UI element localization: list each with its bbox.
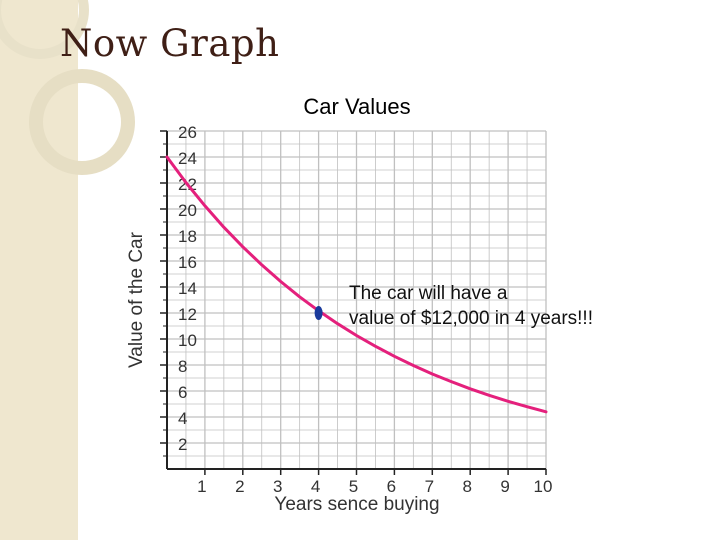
x-tick-label: 9 <box>500 477 509 496</box>
y-tick-label: 24 <box>178 149 197 168</box>
x-tick-label: 4 <box>311 477 320 496</box>
y-tick-label: 6 <box>178 383 187 402</box>
accent-strip <box>0 0 78 540</box>
y-tick-label: 2 <box>178 435 187 454</box>
y-tick-label: 18 <box>178 227 197 246</box>
highlight-point <box>314 306 323 320</box>
x-axis-label: Years sence buying <box>274 494 439 515</box>
x-tick-label: 1 <box>197 477 206 496</box>
y-tick-label: 16 <box>178 253 197 272</box>
y-tick-label: 8 <box>178 357 187 376</box>
x-tick-label: 10 <box>534 477 553 496</box>
x-tick-label: 2 <box>235 477 244 496</box>
y-tick-label: 14 <box>178 279 197 298</box>
chart-title: Car Values <box>303 94 410 119</box>
x-tick-label: 7 <box>425 477 434 496</box>
y-tick-label: 10 <box>178 331 197 350</box>
y-tick-label: 20 <box>178 201 197 220</box>
x-tick-label: 6 <box>387 477 396 496</box>
series-line <box>165 155 548 414</box>
annotation-line-1: The car will have a <box>349 283 508 304</box>
y-axis-label: Value of the Car <box>126 231 147 368</box>
decorative-ring-top <box>0 0 89 59</box>
x-tick-label: 3 <box>273 477 282 496</box>
decorative-ring-large <box>29 69 135 175</box>
y-tick-label: 26 <box>178 123 197 142</box>
slide-title: Now Graph <box>60 22 280 65</box>
x-tick-label: 5 <box>349 477 358 496</box>
annotation: The car will have a value of $12,000 in … <box>349 281 593 331</box>
y-tick-label: 4 <box>178 409 187 428</box>
axes <box>160 130 547 475</box>
annotation-line-2: value of $12,000 in 4 years!!! <box>349 308 593 329</box>
y-tick-label: 12 <box>178 305 197 324</box>
x-tick-label: 8 <box>462 477 471 496</box>
decorative-rings <box>0 0 135 175</box>
series-layer <box>165 155 548 414</box>
